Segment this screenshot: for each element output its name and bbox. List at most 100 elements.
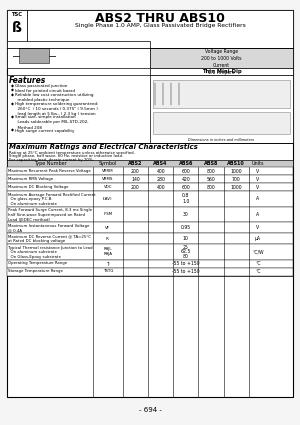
Text: ◆: ◆	[11, 102, 14, 106]
Text: ABS2 THRU ABS10: ABS2 THRU ABS10	[95, 12, 225, 25]
Text: - 694 -: - 694 -	[139, 407, 161, 413]
Bar	[153, 112, 290, 134]
Text: °C: °C	[255, 261, 261, 266]
Text: Single Phase 1.0 AMP, Glass Passivated Bridge Rectifiers: Single Phase 1.0 AMP, Glass Passivated B…	[75, 23, 245, 28]
Bar	[7, 75, 293, 143]
Text: ◆: ◆	[11, 89, 14, 93]
Bar	[150, 68, 293, 75]
Bar	[153, 80, 290, 108]
Bar	[7, 160, 293, 167]
Bar	[7, 222, 293, 233]
Text: V: V	[256, 176, 260, 181]
Text: 420: 420	[182, 176, 190, 181]
Text: 30: 30	[183, 212, 189, 217]
Text: Maximum DC Reverse Current @ TA=25°C
at Rated DC blocking voltage: Maximum DC Reverse Current @ TA=25°C at …	[8, 235, 92, 244]
Bar	[7, 267, 293, 275]
Text: Features: Features	[9, 76, 46, 85]
Text: ß: ß	[12, 21, 22, 35]
Bar	[7, 167, 293, 175]
Text: 1000: 1000	[230, 184, 242, 190]
Text: TJ: TJ	[106, 261, 109, 266]
Text: VF: VF	[105, 226, 110, 230]
Text: ABS4: ABS4	[153, 161, 168, 166]
Bar	[7, 207, 293, 222]
Text: Maximum Average Forward Rectified Current
  On glass-epoxy P.C.B.
  On aluminum : Maximum Average Forward Rectified Curren…	[8, 193, 96, 206]
Text: 200: 200	[131, 168, 140, 173]
Text: 1.0: 1.0	[182, 199, 189, 204]
Text: V: V	[256, 225, 260, 230]
Text: 200: 200	[131, 184, 140, 190]
Text: -55 to +150: -55 to +150	[172, 269, 200, 274]
Text: 80: 80	[183, 254, 189, 259]
Text: IR: IR	[106, 236, 110, 241]
Text: Symbol: Symbol	[99, 161, 117, 166]
Text: I(AV): I(AV)	[103, 197, 112, 201]
Text: ABS8: ABS8	[204, 161, 218, 166]
Text: Ideal for printed circuit board: Ideal for printed circuit board	[15, 89, 75, 93]
Text: 0.8: 0.8	[182, 193, 189, 198]
Text: 0.95: 0.95	[181, 225, 191, 230]
Text: IFSM: IFSM	[103, 212, 112, 216]
Bar	[7, 260, 293, 267]
Bar	[27, 10, 293, 48]
Bar	[7, 41, 150, 68]
Text: 600: 600	[182, 168, 190, 173]
Text: Reliable low cost construction utilizing
  molded plastic technique: Reliable low cost construction utilizing…	[15, 94, 94, 102]
Text: ◆: ◆	[11, 116, 14, 119]
Text: A: A	[256, 212, 260, 217]
Text: μA: μA	[255, 236, 261, 241]
Bar	[7, 10, 27, 48]
Text: °C/W: °C/W	[252, 249, 264, 254]
Bar	[19, 48, 49, 63]
Text: 700: 700	[232, 176, 241, 181]
Text: TSTG: TSTG	[103, 269, 113, 274]
Text: Thin Mini-Dip: Thin Mini-Dip	[202, 68, 242, 74]
Text: Maximum Ratings and Electrical Characteristics: Maximum Ratings and Electrical Character…	[9, 144, 198, 150]
Text: 140: 140	[131, 176, 140, 181]
Text: Single phase, half wave, 60 Hz, resistive or inductive load.: Single phase, half wave, 60 Hz, resistiv…	[9, 154, 123, 158]
Text: Peak Forward Surge Current, 8.3 ms Single
half Sine-wave Superimposed on Rated
L: Peak Forward Surge Current, 8.3 ms Singl…	[8, 208, 92, 222]
Text: Voltage Range
200 to 1000 Volts
Current
1.0 Ampere: Voltage Range 200 to 1000 Volts Current …	[201, 49, 242, 75]
Text: VDC: VDC	[103, 185, 112, 189]
Text: 800: 800	[206, 184, 215, 190]
Text: ◆: ◆	[11, 128, 14, 133]
Bar	[7, 191, 293, 207]
Bar	[7, 244, 293, 260]
Text: Operating Temperature Range: Operating Temperature Range	[8, 261, 68, 265]
Text: 560: 560	[206, 176, 215, 181]
Text: -55 to +150: -55 to +150	[172, 261, 200, 266]
Text: 800: 800	[206, 168, 215, 173]
Text: ABS10: ABS10	[227, 161, 245, 166]
Text: 62.5: 62.5	[181, 249, 191, 254]
Text: High surge current capability: High surge current capability	[15, 128, 74, 133]
Text: TSC: TSC	[11, 12, 22, 17]
Text: V: V	[256, 168, 260, 173]
Text: Dimensions in inches and millimeters: Dimensions in inches and millimeters	[188, 138, 255, 142]
Text: ABS2: ABS2	[128, 161, 142, 166]
Text: 400: 400	[156, 184, 165, 190]
Text: Maximum DC Blocking Voltage: Maximum DC Blocking Voltage	[8, 184, 69, 189]
Text: 10: 10	[183, 236, 189, 241]
Text: Maximum Instantaneous Forward Voltage
@ 0.4A: Maximum Instantaneous Forward Voltage @ …	[8, 224, 90, 232]
Bar	[7, 233, 293, 244]
Text: V: V	[256, 184, 260, 190]
Text: 600: 600	[182, 184, 190, 190]
Text: Units: Units	[252, 161, 264, 166]
Bar	[7, 175, 293, 183]
Text: ◆: ◆	[11, 94, 14, 97]
Text: ◆: ◆	[11, 84, 14, 88]
Text: Glass passivated junction: Glass passivated junction	[15, 84, 68, 88]
Text: VRRM: VRRM	[102, 169, 114, 173]
Text: Small size, simple installation
  Leads solderable per MIL-STD-202,
  Method 208: Small size, simple installation Leads so…	[15, 116, 88, 130]
Text: ABS6: ABS6	[178, 161, 193, 166]
Text: Maximum RMS Voltage: Maximum RMS Voltage	[8, 176, 54, 181]
Text: 400: 400	[156, 168, 165, 173]
Text: Type Number: Type Number	[34, 161, 66, 166]
Text: 280: 280	[156, 176, 165, 181]
Text: °C: °C	[255, 269, 261, 274]
Text: 25: 25	[183, 245, 189, 250]
Text: Storage Temperature Range: Storage Temperature Range	[8, 269, 63, 273]
Bar	[150, 48, 293, 68]
Text: A: A	[256, 196, 260, 201]
Text: Rating at 25°C ambient temperature unless otherwise specified.: Rating at 25°C ambient temperature unles…	[9, 150, 135, 155]
